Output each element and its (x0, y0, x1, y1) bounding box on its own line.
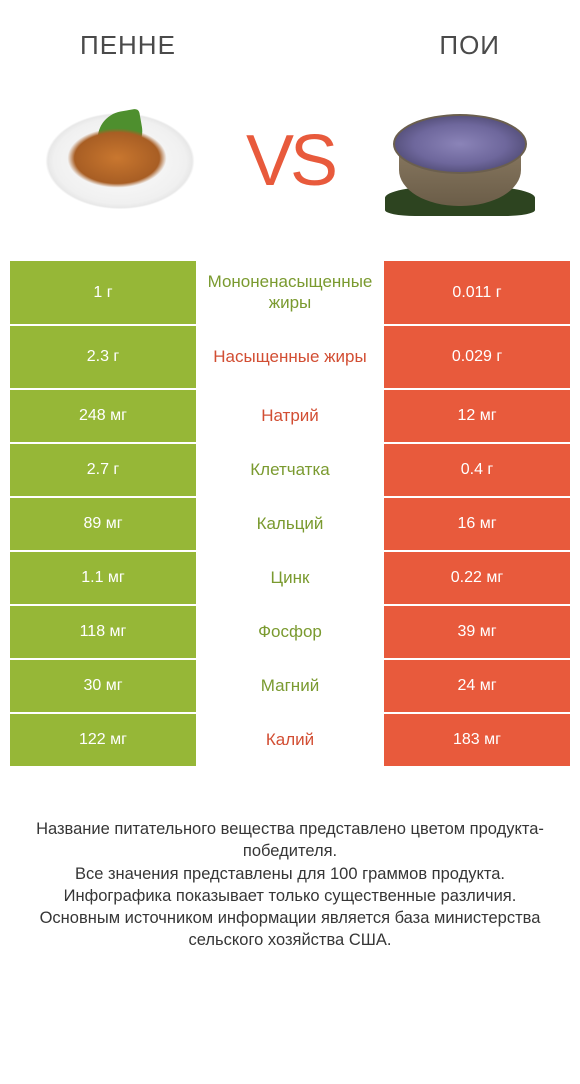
value-left: 2.7 г (10, 443, 196, 497)
vs-label: VS (246, 120, 334, 202)
table-row: 89 мгКальций16 мг (10, 497, 570, 551)
value-right: 183 мг (384, 713, 570, 767)
nutrient-label: Насыщенные жиры (196, 325, 384, 389)
nutrition-table: 1 гМононенасыщенные жиры0.011 г2.3 гНасы… (10, 261, 570, 768)
value-right: 0.4 г (384, 443, 570, 497)
nutrient-label: Цинк (196, 551, 384, 605)
nutrient-label: Магний (196, 659, 384, 713)
table-row: 1 гМононенасыщенные жиры0.011 г (10, 261, 570, 325)
nutrient-label: Мононенасыщенные жиры (196, 261, 384, 325)
value-left: 1.1 мг (10, 551, 196, 605)
poi-bowl-icon (385, 106, 535, 216)
table-row: 118 мгФосфор39 мг (10, 605, 570, 659)
value-left: 89 мг (10, 497, 196, 551)
value-left: 122 мг (10, 713, 196, 767)
value-right: 0.22 мг (384, 551, 570, 605)
value-right: 0.011 г (384, 261, 570, 325)
food-image-left (30, 91, 210, 231)
nutrient-label: Клетчатка (196, 443, 384, 497)
value-left: 248 мг (10, 389, 196, 443)
title-right: ПОИ (439, 30, 500, 61)
header: ПЕННЕ ПОИ (0, 0, 580, 71)
value-right: 12 мг (384, 389, 570, 443)
footnote: Название питательного вещества представл… (0, 768, 580, 952)
table-row: 1.1 мгЦинк0.22 мг (10, 551, 570, 605)
value-left: 118 мг (10, 605, 196, 659)
value-left: 30 мг (10, 659, 196, 713)
value-right: 24 мг (384, 659, 570, 713)
vs-row: VS (0, 71, 580, 261)
nutrient-label: Фосфор (196, 605, 384, 659)
food-image-right (370, 91, 550, 231)
table-row: 122 мгКалий183 мг (10, 713, 570, 767)
nutrient-label: Кальций (196, 497, 384, 551)
table-row: 2.7 гКлетчатка0.4 г (10, 443, 570, 497)
title-left: ПЕННЕ (80, 30, 176, 61)
value-left: 1 г (10, 261, 196, 325)
nutrient-label: Натрий (196, 389, 384, 443)
table-row: 30 мгМагний24 мг (10, 659, 570, 713)
penne-plate-icon (35, 106, 205, 216)
nutrient-label: Калий (196, 713, 384, 767)
value-right: 39 мг (384, 605, 570, 659)
value-left: 2.3 г (10, 325, 196, 389)
table-row: 248 мгНатрий12 мг (10, 389, 570, 443)
value-right: 16 мг (384, 497, 570, 551)
table-row: 2.3 гНасыщенные жиры0.029 г (10, 325, 570, 389)
value-right: 0.029 г (384, 325, 570, 389)
